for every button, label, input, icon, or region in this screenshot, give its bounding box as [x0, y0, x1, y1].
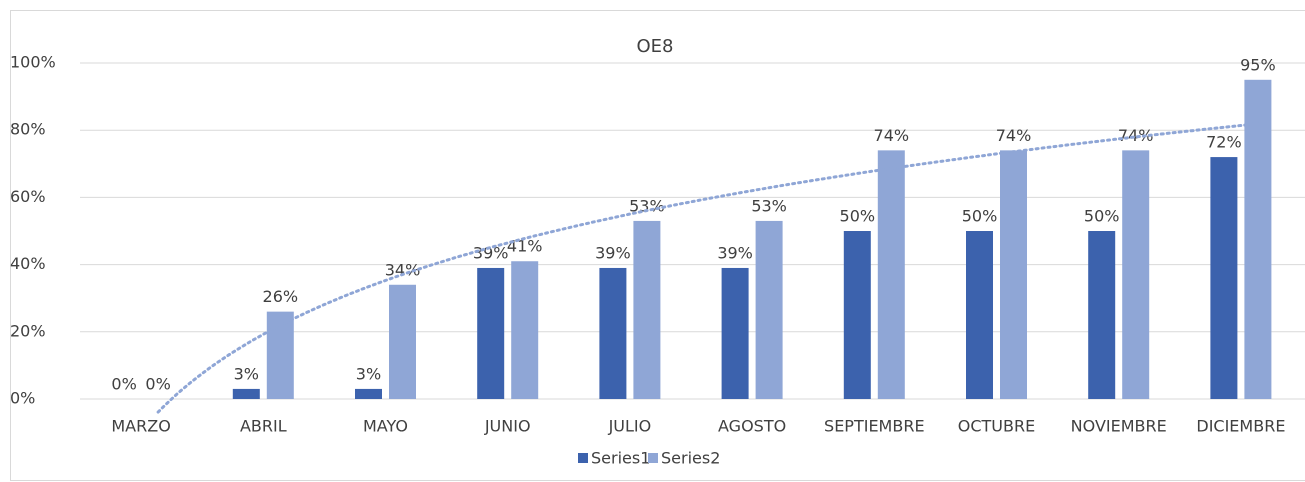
y-tick-label: 20%: [10, 321, 46, 340]
data-label: 50%: [1084, 207, 1120, 226]
data-label: 53%: [629, 196, 665, 215]
bar: [1000, 150, 1027, 399]
bar: [721, 267, 749, 399]
x-tick-label: DICIEMBRE: [1196, 417, 1285, 436]
y-tick-label: 80%: [10, 120, 46, 139]
data-label: 53%: [751, 196, 787, 215]
x-tick-label: AGOSTO: [718, 417, 786, 436]
bar: [1210, 157, 1238, 399]
data-label: 3%: [234, 364, 259, 383]
data-label: 39%: [473, 243, 509, 262]
y-tick-label: 40%: [10, 254, 46, 273]
data-label: 0%: [145, 375, 170, 394]
chart-title: OE8: [637, 36, 674, 57]
bar: [389, 284, 416, 399]
bar: [1122, 150, 1150, 399]
bar: [599, 267, 627, 399]
trendline: [156, 122, 1260, 414]
data-label: 50%: [962, 207, 998, 226]
x-tick-label: SEPTIEMBRE: [824, 417, 925, 436]
x-tick-label: JULIO: [608, 417, 652, 436]
bar: [1088, 231, 1116, 399]
bar: [477, 267, 505, 399]
x-tick-label: MARZO: [111, 417, 170, 436]
x-tick-label: JUNIO: [484, 417, 531, 436]
legend-swatch: [578, 453, 588, 463]
data-label: 34%: [385, 260, 421, 279]
x-tick-label: NOVIEMBRE: [1071, 417, 1167, 436]
data-label: 39%: [595, 243, 631, 262]
data-label: 3%: [356, 364, 381, 383]
data-label: 72%: [1206, 133, 1242, 152]
bar: [843, 231, 871, 399]
y-tick-label: 100%: [10, 53, 56, 72]
data-label: 74%: [1118, 126, 1154, 145]
y-tick-label: 0%: [10, 389, 35, 408]
data-label: 50%: [840, 207, 876, 226]
data-label: 74%: [874, 126, 910, 145]
x-tick-label: OCTUBRE: [958, 417, 1035, 436]
data-label: 74%: [996, 126, 1032, 145]
bar: [633, 220, 661, 399]
x-tick-label: ABRIL: [240, 417, 287, 436]
y-tick-label: 60%: [10, 187, 46, 206]
x-tick-label: MAYO: [363, 417, 408, 436]
legend-label: Series2: [661, 449, 720, 468]
bar: [355, 388, 382, 399]
bar: [1244, 79, 1272, 400]
data-label: 0%: [111, 375, 136, 394]
bar: [877, 150, 905, 399]
data-label: 95%: [1240, 55, 1276, 74]
legend-swatch: [648, 453, 658, 463]
legend-label: Series1: [591, 449, 650, 468]
bar: [232, 388, 260, 399]
data-label: 39%: [717, 243, 753, 262]
data-label: 26%: [263, 287, 299, 306]
bar: [511, 261, 539, 399]
bar: [755, 220, 783, 399]
bar: [966, 231, 993, 399]
